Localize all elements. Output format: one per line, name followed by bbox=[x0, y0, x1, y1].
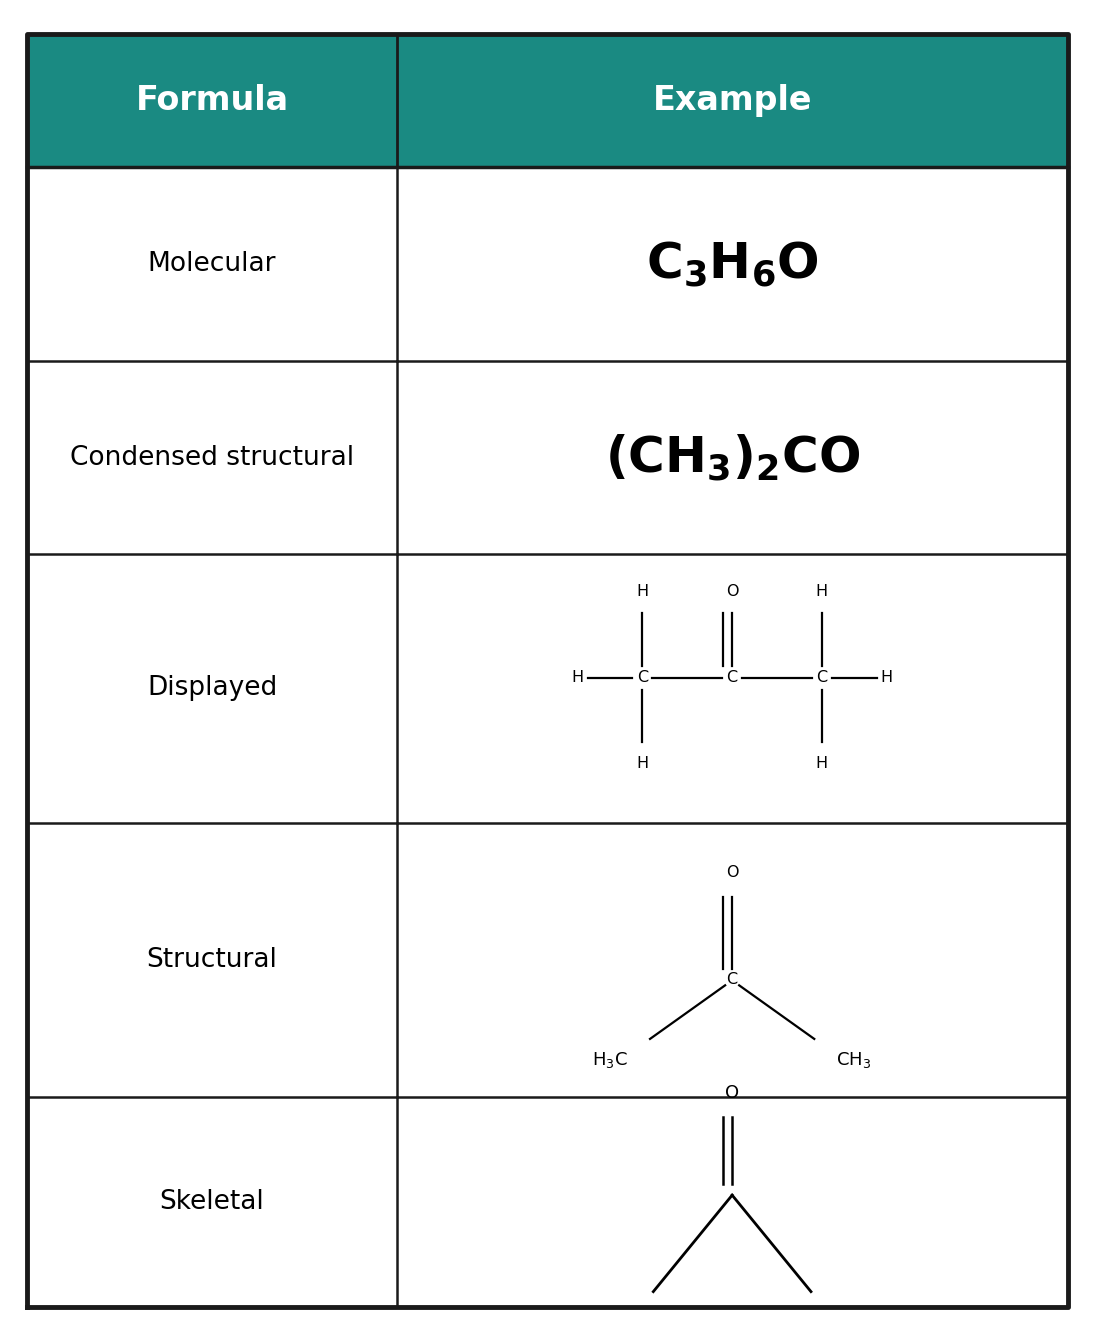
Text: O: O bbox=[725, 1084, 739, 1103]
Text: Structural: Structural bbox=[147, 947, 277, 973]
Text: O: O bbox=[726, 584, 738, 599]
Text: $\mathbf{C_3H_6O}$: $\mathbf{C_3H_6O}$ bbox=[646, 240, 819, 288]
Text: Displayed: Displayed bbox=[147, 675, 277, 701]
Bar bbox=[27, 34, 1068, 168]
Text: C: C bbox=[817, 670, 828, 685]
Text: H: H bbox=[636, 756, 648, 770]
Text: Molecular: Molecular bbox=[148, 251, 276, 277]
Text: O: O bbox=[726, 866, 738, 880]
Text: H: H bbox=[636, 584, 648, 599]
Text: $\mathbf{(CH_3)_2CO}$: $\mathbf{(CH_3)_2CO}$ bbox=[604, 433, 860, 482]
Text: H: H bbox=[816, 756, 828, 770]
Text: Formula: Formula bbox=[136, 84, 289, 117]
Text: $\mathregular{H_3C}$: $\mathregular{H_3C}$ bbox=[592, 1051, 629, 1071]
Text: H: H bbox=[572, 670, 584, 685]
Text: Example: Example bbox=[653, 84, 811, 117]
Text: H: H bbox=[816, 584, 828, 599]
Text: Skeletal: Skeletal bbox=[160, 1189, 264, 1215]
Text: $\mathregular{CH_3}$: $\mathregular{CH_3}$ bbox=[837, 1051, 872, 1071]
Text: C: C bbox=[637, 670, 648, 685]
Text: Condensed structural: Condensed structural bbox=[70, 445, 354, 470]
Text: H: H bbox=[880, 670, 892, 685]
Text: C: C bbox=[727, 973, 738, 988]
Text: C: C bbox=[727, 670, 738, 685]
